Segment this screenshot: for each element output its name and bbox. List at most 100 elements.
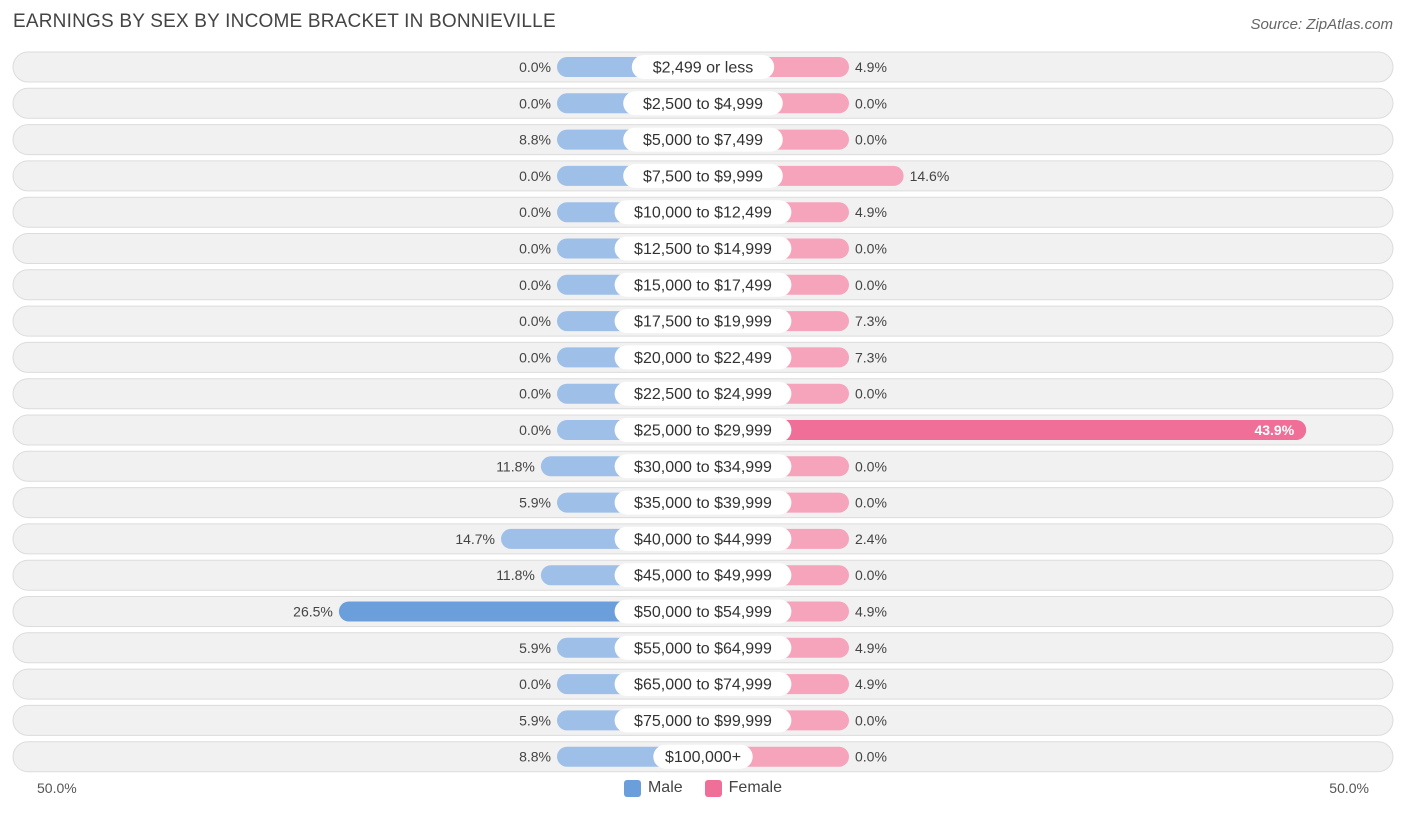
row-7: $17,500 to $19,999 0.0% 7.3% <box>12 305 1394 337</box>
category-label-pill <box>623 127 783 152</box>
value-label-female: 0.0% <box>855 132 887 148</box>
category-label: $2,500 to $4,999 <box>643 96 763 113</box>
value-label-female: 7.3% <box>855 313 887 329</box>
category-label: $55,000 to $64,999 <box>634 640 772 657</box>
value-label-male: 0.0% <box>519 386 551 402</box>
chart-title: EARNINGS BY SEX BY INCOME BRACKET IN BON… <box>13 11 556 32</box>
value-label-female: 43.9% <box>1254 422 1294 438</box>
row-14: $45,000 to $49,999 11.8% 0.0% <box>12 559 1394 591</box>
category-label-pill <box>614 381 792 406</box>
row-17: $65,000 to $74,999 0.0% 4.9% <box>12 668 1394 700</box>
category-label-pill <box>614 526 792 551</box>
value-label-male: 14.7% <box>455 531 495 547</box>
category-label-pill <box>623 163 783 188</box>
value-label-male: 5.9% <box>519 495 551 511</box>
row-15: $50,000 to $54,999 26.5% 4.9% <box>12 596 1394 627</box>
axis-right-label: 50.0% <box>1329 780 1369 796</box>
value-label-female: 14.6% <box>910 168 950 184</box>
row-3: $7,500 to $9,999 0.0% 14.6% <box>12 160 1394 192</box>
value-label-female: 4.9% <box>855 640 887 656</box>
value-label-female: 0.0% <box>855 749 887 765</box>
legend-swatch-female <box>704 779 722 797</box>
source-note: Source: ZipAtlas.com <box>1250 16 1393 33</box>
value-label-male: 0.0% <box>519 168 551 184</box>
category-label-pill <box>614 672 792 697</box>
value-label-male: 0.0% <box>519 676 551 692</box>
category-label-pill <box>623 91 783 116</box>
row-19: $100,000+ 8.8% 0.0% <box>12 741 1394 773</box>
category-label-pill <box>614 345 792 370</box>
category-label: $65,000 to $74,999 <box>634 677 772 694</box>
category-label: $40,000 to $44,999 <box>634 531 772 548</box>
category-label: $45,000 to $49,999 <box>634 568 772 585</box>
value-label-male: 0.0% <box>519 349 551 365</box>
category-label-pill <box>614 563 792 588</box>
category-label: $50,000 to $54,999 <box>634 604 772 621</box>
value-label-female: 4.9% <box>855 59 887 75</box>
legend-swatch-male <box>623 779 641 797</box>
value-label-male: 0.0% <box>519 277 551 293</box>
category-label: $2,499 or less <box>653 60 754 77</box>
category-label-pill <box>631 55 775 79</box>
category-label: $30,000 to $34,999 <box>634 459 772 476</box>
value-label-male: 8.8% <box>519 132 551 148</box>
category-label: $25,000 to $29,999 <box>634 423 772 440</box>
value-label-male: 0.0% <box>519 59 551 75</box>
value-label-female: 0.0% <box>855 95 887 111</box>
row-2: $5,000 to $7,499 8.8% 0.0% <box>12 124 1394 156</box>
category-label: $10,000 to $12,499 <box>634 205 772 222</box>
legend-item-male[interactable]: Male <box>623 779 683 797</box>
value-label-female: 7.3% <box>855 349 887 365</box>
category-label-pill <box>614 309 792 334</box>
category-label-pill <box>614 708 792 733</box>
value-label-male: 0.0% <box>519 241 551 257</box>
row-13: $40,000 to $44,999 14.7% 2.4% <box>12 523 1394 555</box>
row-12: $35,000 to $39,999 5.9% 0.0% <box>12 487 1394 519</box>
row-10: $25,000 to $29,999 0.0% 43.9% <box>12 414 1394 446</box>
value-label-female: 0.0% <box>855 458 887 474</box>
legend-label-female: Female <box>728 779 783 796</box>
value-label-female: 4.9% <box>855 676 887 692</box>
category-label-pill <box>653 744 753 769</box>
category-label-pill <box>614 200 792 225</box>
value-label-female: 0.0% <box>855 712 887 728</box>
legend: Male Female <box>0 779 1406 797</box>
value-label-female: 0.0% <box>855 241 887 257</box>
value-label-male: 5.9% <box>519 712 551 728</box>
row-11: $30,000 to $34,999 11.8% 0.0% <box>12 450 1394 482</box>
category-label: $35,000 to $39,999 <box>634 495 772 512</box>
category-label-pill <box>614 236 792 261</box>
row-6: $15,000 to $17,499 0.0% 0.0% <box>12 269 1394 301</box>
category-label: $12,500 to $14,999 <box>634 241 772 258</box>
value-label-female: 0.0% <box>855 495 887 511</box>
category-label-pill <box>614 635 792 660</box>
axis-left-label: 50.0% <box>37 780 77 796</box>
category-label-pill <box>614 599 792 624</box>
legend-label-male: Male <box>647 779 683 796</box>
row-16: $55,000 to $64,999 5.9% 4.9% <box>12 632 1394 664</box>
category-label: $100,000+ <box>665 749 741 766</box>
bar-male <box>338 601 703 622</box>
value-label-female: 0.0% <box>855 567 887 583</box>
value-label-female: 0.0% <box>855 386 887 402</box>
category-label: $20,000 to $22,499 <box>634 350 772 367</box>
value-label-female: 0.0% <box>855 277 887 293</box>
value-label-male: 0.0% <box>519 422 551 438</box>
category-label: $7,500 to $9,999 <box>643 168 763 185</box>
value-label-male: 0.0% <box>519 95 551 111</box>
legend-item-female[interactable]: Female <box>704 779 783 797</box>
row-0: $2,499 or less 0.0% 4.9% <box>12 51 1394 83</box>
category-label-pill <box>614 272 792 297</box>
row-5: $12,500 to $14,999 0.0% 0.0% <box>12 233 1394 264</box>
row-18: $75,000 to $99,999 5.9% 0.0% <box>12 704 1394 736</box>
row-4: $10,000 to $12,499 0.0% 4.9% <box>12 196 1394 228</box>
category-label: $75,000 to $99,999 <box>634 713 772 730</box>
value-label-female: 4.9% <box>855 204 887 220</box>
category-label: $22,500 to $24,999 <box>634 386 772 403</box>
value-label-male: 8.8% <box>519 749 551 765</box>
value-label-male: 11.8% <box>496 458 535 474</box>
row-1: $2,500 to $4,999 0.0% 0.0% <box>12 87 1394 119</box>
value-label-male: 0.0% <box>519 313 551 329</box>
value-label-male: 0.0% <box>519 204 551 220</box>
category-label-pill <box>614 418 792 442</box>
